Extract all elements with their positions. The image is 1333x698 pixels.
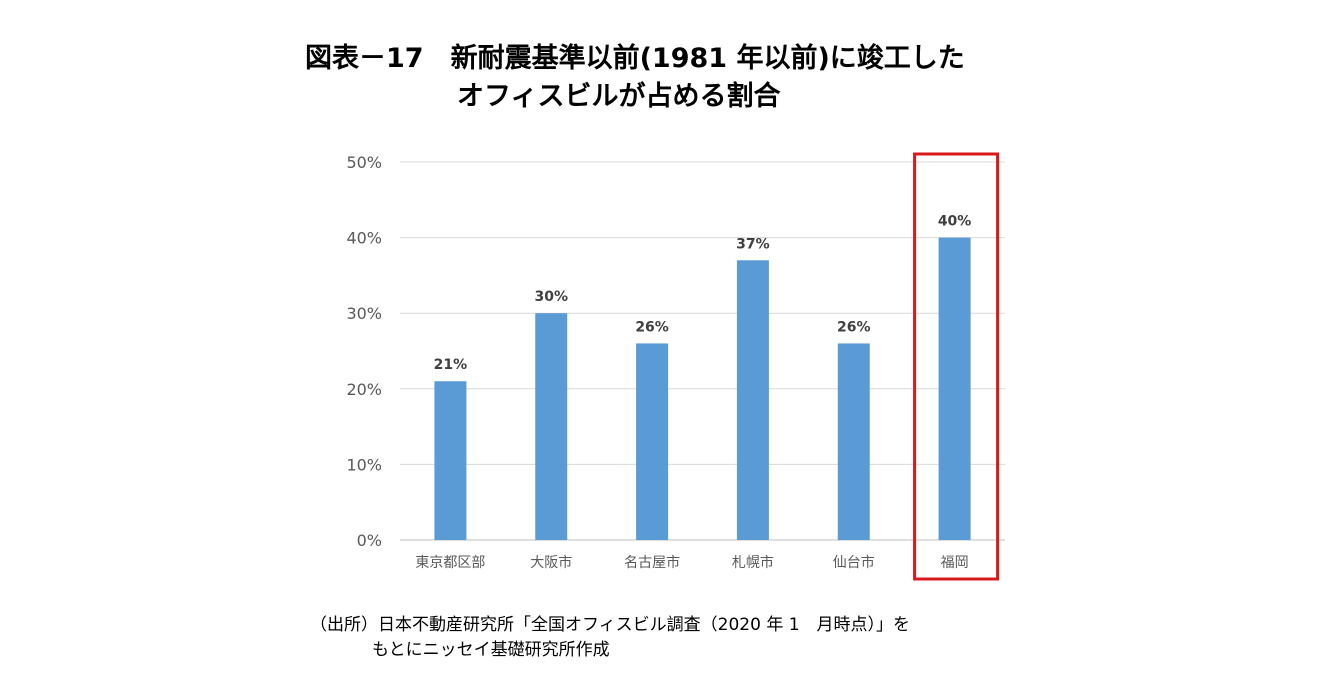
x-tick-label: 仙台市 <box>833 554 875 571</box>
y-tick-label: 10% <box>346 455 382 474</box>
source-line-1: （出所）日本不動産研究所「全国オフィスビル調査（2020 年 1 月時点）」を <box>310 615 911 635</box>
x-tick-label: 札幌市 <box>732 554 774 571</box>
title-line-2: オフィスビルが占める割合 <box>457 81 781 112</box>
y-tick-label: 30% <box>346 304 382 323</box>
bar <box>434 381 467 540</box>
x-tick-label: 東京都区部 <box>415 555 485 571</box>
x-tick-label: 福岡 <box>941 555 969 571</box>
bar <box>837 343 870 540</box>
bar <box>636 343 669 540</box>
bar <box>736 260 769 540</box>
x-tick-label: 大阪市 <box>530 554 572 571</box>
highlight-box <box>913 152 1000 581</box>
y-tick-label: 50% <box>346 153 382 172</box>
data-label: 37% <box>736 236 770 252</box>
y-tick-label: 20% <box>346 380 382 399</box>
x-tick-label: 名古屋市 <box>624 554 680 571</box>
source-note: （出所）日本不動産研究所「全国オフィスビル調査（2020 年 1 月時点）」を … <box>310 613 910 663</box>
data-label: 21% <box>434 357 468 373</box>
data-label: 30% <box>534 289 568 305</box>
bar <box>938 237 971 540</box>
source-line-2: もとにニッセイ基礎研究所作成 <box>372 640 610 660</box>
y-tick-label: 40% <box>346 229 382 248</box>
title-line-1: 図表－17 新耐震基準以前(1981 年以前)に竣工した <box>305 43 965 74</box>
data-label: 40% <box>938 214 972 230</box>
data-label: 26% <box>635 319 669 335</box>
y-tick-label: 0% <box>357 531 382 550</box>
data-label: 26% <box>837 319 871 335</box>
chart-title: 図表－17 新耐震基準以前(1981 年以前)に竣工した オフィスビルが占める割… <box>305 40 965 116</box>
bar <box>535 313 568 540</box>
